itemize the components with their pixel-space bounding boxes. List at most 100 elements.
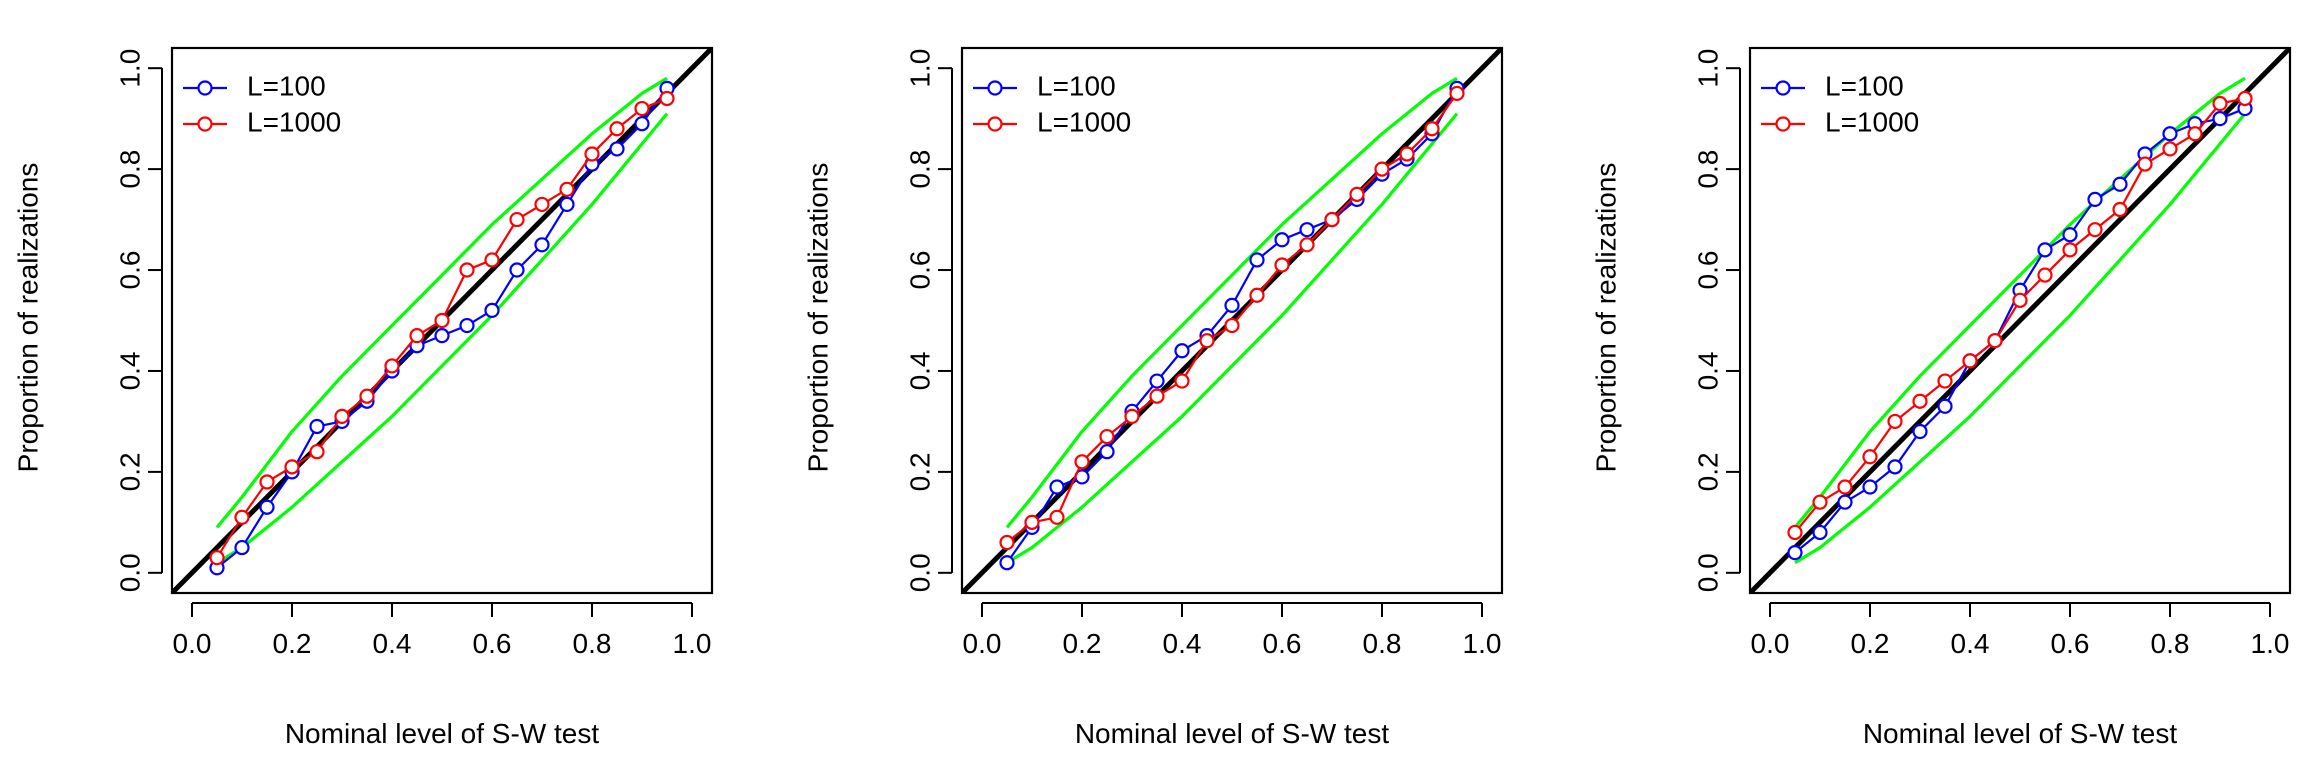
series-1-point xyxy=(1274,232,1290,248)
x-tick-label: 0.4 xyxy=(373,628,412,659)
y-tick-label: 0.8 xyxy=(114,150,145,189)
y-tick-label: 0.6 xyxy=(1692,251,1723,290)
series-2-point xyxy=(659,90,675,107)
series-2-point xyxy=(1099,428,1115,445)
chart-panel-1: 0.0 0.2 0.4 0.6 0.8 1.0 0.0 0.2 0.4 0.6 0.8 1.0 Nomi… xyxy=(12,46,714,749)
series-2-point xyxy=(1124,408,1140,424)
series-1-point xyxy=(2062,227,2078,243)
band-lower-line xyxy=(216,112,669,565)
y-axis-title: Proportion of realizations xyxy=(1590,163,1621,473)
series-2-point xyxy=(1224,317,1240,334)
series-1-point xyxy=(234,539,250,556)
legend-label-2: L=1000 xyxy=(247,106,341,137)
series-2-point xyxy=(1987,333,2003,349)
series-2-point xyxy=(1837,479,1853,495)
series-1-point xyxy=(1049,479,1065,495)
series-2-point xyxy=(1887,413,1903,430)
series-2-point xyxy=(1024,514,1040,530)
series-1-point xyxy=(2162,126,2178,142)
series-2-point xyxy=(1399,146,1415,162)
series-2-point xyxy=(559,181,575,197)
x-tick-label: 0.6 xyxy=(473,628,512,659)
series-2-point xyxy=(609,121,625,137)
series-2-point xyxy=(2012,292,2028,308)
series-2-point xyxy=(309,444,325,460)
series-2-point xyxy=(2162,141,2178,157)
series-2-point xyxy=(2237,90,2253,107)
x-tick-label: 0.0 xyxy=(963,628,1002,659)
x-tick-label: 0.6 xyxy=(1263,628,1302,659)
y-axis-title: Proportion of realizations xyxy=(802,163,833,473)
legend: L=100 L=1000 xyxy=(973,70,1131,137)
y-tick-label: 0.2 xyxy=(114,452,145,491)
x-axis-title: Nominal level of S-W test xyxy=(285,718,600,749)
series-2-point xyxy=(1299,237,1315,253)
series-2-point xyxy=(1912,393,1928,409)
series-2-point xyxy=(1449,85,1465,102)
x-tick-label: 0.4 xyxy=(1163,628,1202,659)
series-1-point xyxy=(459,317,475,334)
series-1-point xyxy=(2112,176,2128,192)
series-2-point xyxy=(2112,201,2128,218)
series-1-point xyxy=(1862,479,1878,495)
series-2-point xyxy=(509,211,525,228)
legend-label-1: L=100 xyxy=(1037,70,1116,101)
series-1-point xyxy=(434,328,450,344)
y-tick-label: 0.0 xyxy=(904,553,935,592)
series-2-point xyxy=(1374,161,1390,177)
series-2-point xyxy=(1199,333,1215,349)
y-tick-label: 0.2 xyxy=(904,452,935,491)
series-2-point xyxy=(434,312,450,329)
x-tick-label: 0.6 xyxy=(2051,628,2090,659)
x-tick-label: 0.2 xyxy=(1063,628,1102,659)
series-2-point xyxy=(284,459,300,475)
series-2-point xyxy=(1274,257,1290,273)
series-2-point xyxy=(999,534,1015,551)
series-2-point xyxy=(634,100,650,117)
series-1-point xyxy=(484,302,500,319)
x-tick-label: 1.0 xyxy=(1463,628,1502,659)
series-2-point xyxy=(2187,126,2203,142)
plot-frame xyxy=(960,46,1504,595)
series-1-point xyxy=(1174,343,1190,359)
y-tick-label: 1.0 xyxy=(904,49,935,88)
y-tick-label: 0.8 xyxy=(904,150,935,189)
series-2-point xyxy=(459,262,475,278)
series-2-point xyxy=(1349,186,1365,202)
y-tick-label: 0.2 xyxy=(1692,452,1723,491)
series-1-point xyxy=(2037,242,2053,258)
series-1-point xyxy=(309,418,325,435)
y-tick-label: 0.0 xyxy=(1692,553,1723,592)
x-tick-label: 0.8 xyxy=(573,628,612,659)
legend-marker-1 xyxy=(197,80,213,96)
legend-label-1: L=100 xyxy=(1825,70,1904,101)
y-tick-label: 0.0 xyxy=(114,553,145,592)
plot-frame xyxy=(170,46,714,595)
y-tick-label: 0.4 xyxy=(114,351,145,390)
chart-panel-3: 0.0 0.2 0.4 0.6 0.8 1.0 0.0 0.2 0.4 0.6 0.8 1.0 Nomi… xyxy=(1590,46,2292,749)
series-1-point xyxy=(509,262,525,278)
series-2-point xyxy=(234,509,250,525)
series-1-point xyxy=(1837,494,1853,510)
series-2-point xyxy=(1074,454,1090,470)
x-tick-label: 1.0 xyxy=(2251,628,2290,659)
chart-panel-2: 0.0 0.2 0.4 0.6 0.8 1.0 0.0 0.2 0.4 0.6 0.8 1.0 Nomi… xyxy=(802,46,1504,749)
series-1-point xyxy=(634,116,650,132)
legend-marker-2 xyxy=(197,116,213,132)
x-axis-title: Nominal level of S-W test xyxy=(1863,718,2178,749)
series-2-point xyxy=(2137,156,2153,172)
series-2-point xyxy=(2212,95,2228,112)
series-2-point xyxy=(409,328,425,344)
series-1-point xyxy=(1937,398,1953,414)
series-1-point xyxy=(1249,252,1265,268)
series-1-point xyxy=(559,196,575,213)
y-tick-label: 0.4 xyxy=(904,351,935,390)
band-upper-line xyxy=(1793,76,2246,529)
legend-label-2: L=1000 xyxy=(1825,106,1919,137)
series-1-point xyxy=(1787,545,1803,561)
series-2-point xyxy=(2037,267,2053,283)
series-1-point xyxy=(1887,459,1903,475)
series-2-point xyxy=(359,388,375,404)
series-1-point xyxy=(1912,423,1928,440)
